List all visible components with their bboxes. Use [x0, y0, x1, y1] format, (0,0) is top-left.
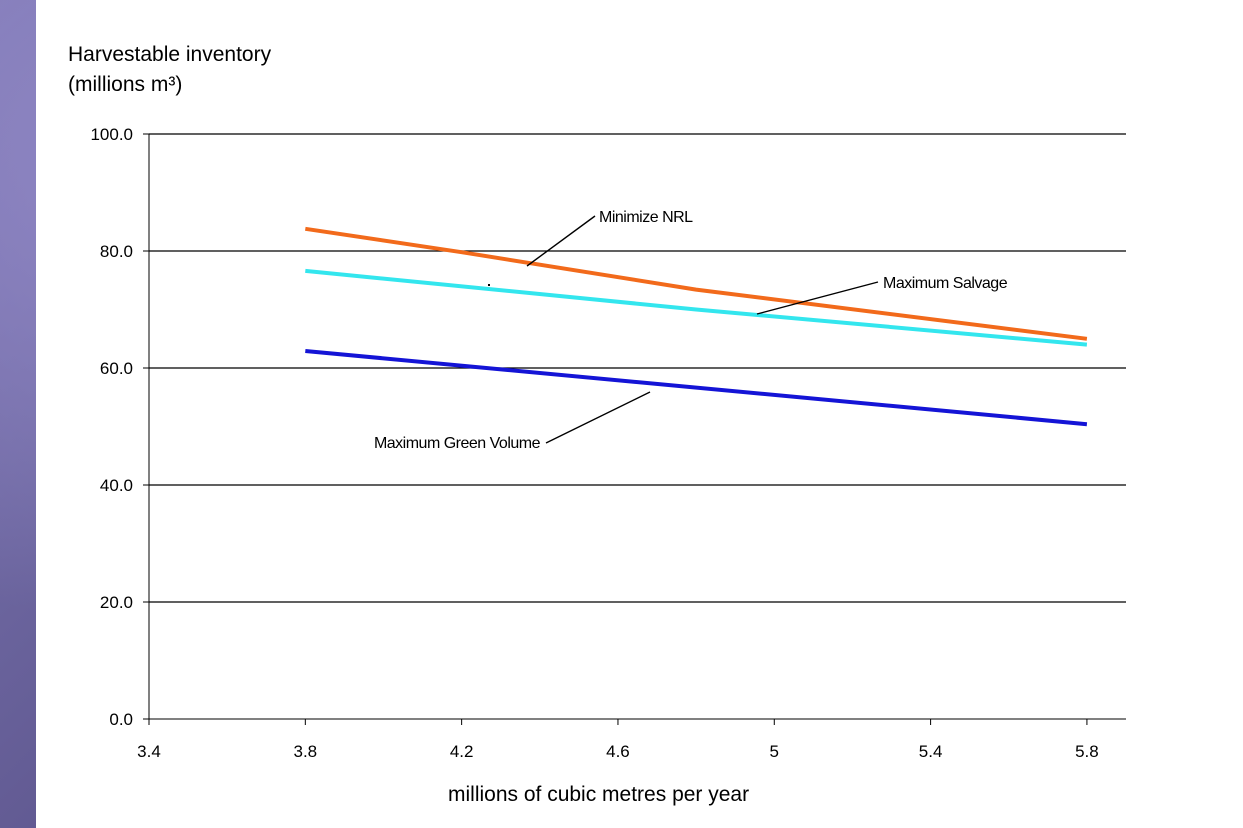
x-tick-label: 4.2	[450, 742, 474, 761]
y-tick-label: 60.0	[100, 359, 133, 378]
series-lines	[305, 226, 1088, 427]
x-tick-label: 4.6	[606, 742, 630, 761]
annotation-label: Minimize NRL	[599, 209, 693, 226]
y-tick-label: 20.0	[100, 593, 133, 612]
annotation-label: Maximum Green Volume	[374, 435, 541, 452]
chart-panel	[36, 0, 1243, 828]
annotation-leader	[756, 281, 879, 315]
gridlines	[149, 133, 1126, 603]
series-line-2	[305, 349, 1088, 427]
x-tick-label: 3.8	[293, 742, 317, 761]
y-tick-label: 0.0	[109, 710, 133, 729]
axes	[143, 133, 1126, 725]
tick-labels: 0.0 20.0 40.0 60.0 80.0 100.0 3.4 3.8 4.2 4.6 5 5.4…	[90, 125, 1098, 761]
annotation-leader	[545, 391, 651, 444]
y-tick-label: 40.0	[100, 476, 133, 495]
x-tick-label: 3.4	[137, 742, 161, 761]
stray-dot	[488, 284, 490, 286]
y-axis-title: Harvestable inventory (millions m³)	[68, 40, 271, 100]
y-axis-title-line-1: Harvestable inventory	[68, 43, 272, 66]
y-axis-title-line-2: (millions m³)	[68, 73, 183, 96]
x-tick-label: 5.8	[1075, 742, 1099, 761]
series-line-1	[305, 268, 1088, 347]
y-tick-label: 100.0	[90, 125, 133, 144]
x-axis-title: millions of cubic metres per year	[448, 783, 750, 806]
annotation-leader	[526, 215, 596, 267]
x-tick-label: 5.4	[919, 742, 943, 761]
annotation-label: Maximum Salvage	[883, 275, 1008, 292]
y-tick-label: 80.0	[100, 242, 133, 261]
x-tick-label: 5	[770, 742, 779, 761]
annotations: Minimize NRL Maximum Salvage Maximum Green…	[374, 209, 1008, 452]
series-line-0	[305, 226, 1088, 341]
